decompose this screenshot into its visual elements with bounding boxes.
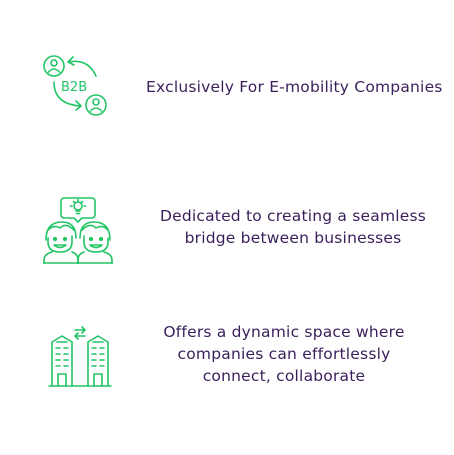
collaboration-idea-icon (42, 194, 114, 264)
feature-item-bridge: Dedicated to creating a seamless bridge … (0, 194, 454, 266)
b2b-icon-label: B2B (61, 80, 87, 95)
feature-text-line: Offers a dynamic space where (163, 323, 405, 341)
b2b-exchange-icon: B2B (40, 52, 110, 120)
feature-text: Exclusively For E-mobility Companies (146, 76, 443, 98)
feature-text-line: bridge between businesses (184, 229, 402, 247)
feature-text-line: Exclusively For E-mobility Companies (146, 78, 443, 96)
feature-item-b2b: B2B Exclusively For E-mobility Companies (0, 52, 454, 122)
feature-text: Dedicated to creating a seamless bridge … (150, 205, 436, 249)
feature-item-connect: Offers a dynamic space where companies c… (0, 322, 454, 394)
feature-text: Offers a dynamic space where companies c… (148, 321, 420, 387)
feature-text-line: connect, collaborate (202, 367, 366, 385)
feature-text-line: Dedicated to creating a seamless (159, 207, 427, 225)
connected-buildings-icon (48, 324, 112, 388)
feature-text-line: companies can effortlessly (177, 345, 391, 363)
